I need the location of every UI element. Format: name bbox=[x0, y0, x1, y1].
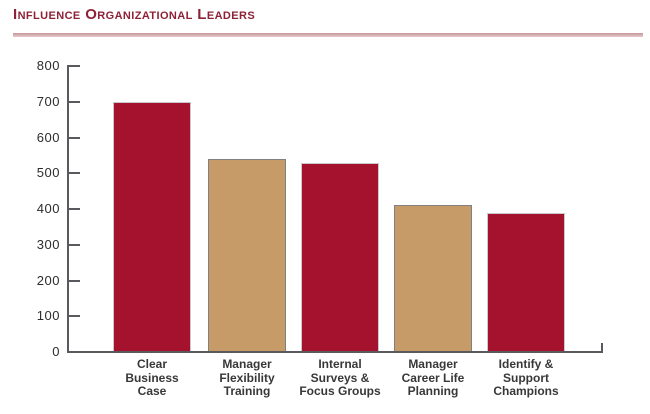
bar-4-manager-career-life-planning bbox=[394, 205, 472, 352]
x-label-line: Flexibility bbox=[219, 370, 275, 385]
y-axis-line bbox=[67, 66, 69, 353]
x-label-line: Focus Groups bbox=[299, 384, 381, 398]
x-label-line: Training bbox=[223, 384, 271, 398]
bar-2-manager-flexibility-training bbox=[208, 159, 286, 352]
page-title: Influence Organizational Leaders bbox=[13, 6, 256, 23]
x-label-line: Case bbox=[137, 384, 167, 398]
y-tick-700 bbox=[67, 100, 80, 103]
y-tick-label-0: 0 bbox=[52, 344, 60, 359]
y-tick-200 bbox=[67, 279, 80, 282]
y-tick-label-200: 200 bbox=[36, 272, 60, 288]
x-label-line: Planning bbox=[407, 384, 459, 398]
y-tick-label-600: 600 bbox=[36, 129, 60, 145]
bar-5-identify-support-champions bbox=[487, 213, 565, 352]
x-label-2: Manager Flexibility Training bbox=[187, 357, 307, 399]
x-label-4: Manager Career Life Planning bbox=[373, 357, 493, 399]
bar-1-clear-business-case bbox=[113, 102, 191, 352]
x-label-line: Clear bbox=[136, 357, 168, 371]
x-label-line: Support bbox=[503, 370, 549, 385]
x-label-line: Business bbox=[125, 370, 179, 385]
y-tick-100 bbox=[67, 315, 80, 318]
x-label-1: Clear Business Case bbox=[92, 357, 212, 399]
x-label-line: Internal bbox=[318, 357, 362, 371]
title-rule bbox=[13, 33, 643, 37]
y-tick-label-500: 500 bbox=[36, 165, 60, 181]
y-tick-label-800: 800 bbox=[36, 58, 60, 73]
y-tick-500 bbox=[67, 172, 80, 175]
x-label-line: Manager bbox=[408, 357, 458, 371]
x-axis-end-tick bbox=[601, 343, 603, 353]
x-label-line: Manager bbox=[222, 357, 272, 371]
x-label-5: Identify & Support Champions bbox=[466, 357, 586, 399]
y-tick-300 bbox=[67, 243, 80, 246]
x-label-line: Surveys & bbox=[310, 370, 370, 385]
y-tick-800 bbox=[67, 65, 80, 67]
y-tick-600 bbox=[67, 136, 80, 139]
y-tick-label-700: 700 bbox=[36, 93, 60, 109]
y-tick-label-100: 100 bbox=[36, 308, 60, 324]
x-label-3: Internal Surveys & Focus Groups bbox=[280, 357, 400, 399]
x-label-line: Identify & bbox=[498, 357, 554, 371]
x-axis-line bbox=[67, 351, 603, 353]
y-tick-label-400: 400 bbox=[36, 201, 60, 216]
y-tick-400 bbox=[67, 208, 80, 210]
bar-3-internal-surveys-focus-groups bbox=[301, 163, 379, 352]
x-label-line: Champions bbox=[493, 384, 559, 398]
y-tick-label-300: 300 bbox=[36, 236, 60, 252]
x-label-line: Career Life bbox=[401, 370, 465, 385]
